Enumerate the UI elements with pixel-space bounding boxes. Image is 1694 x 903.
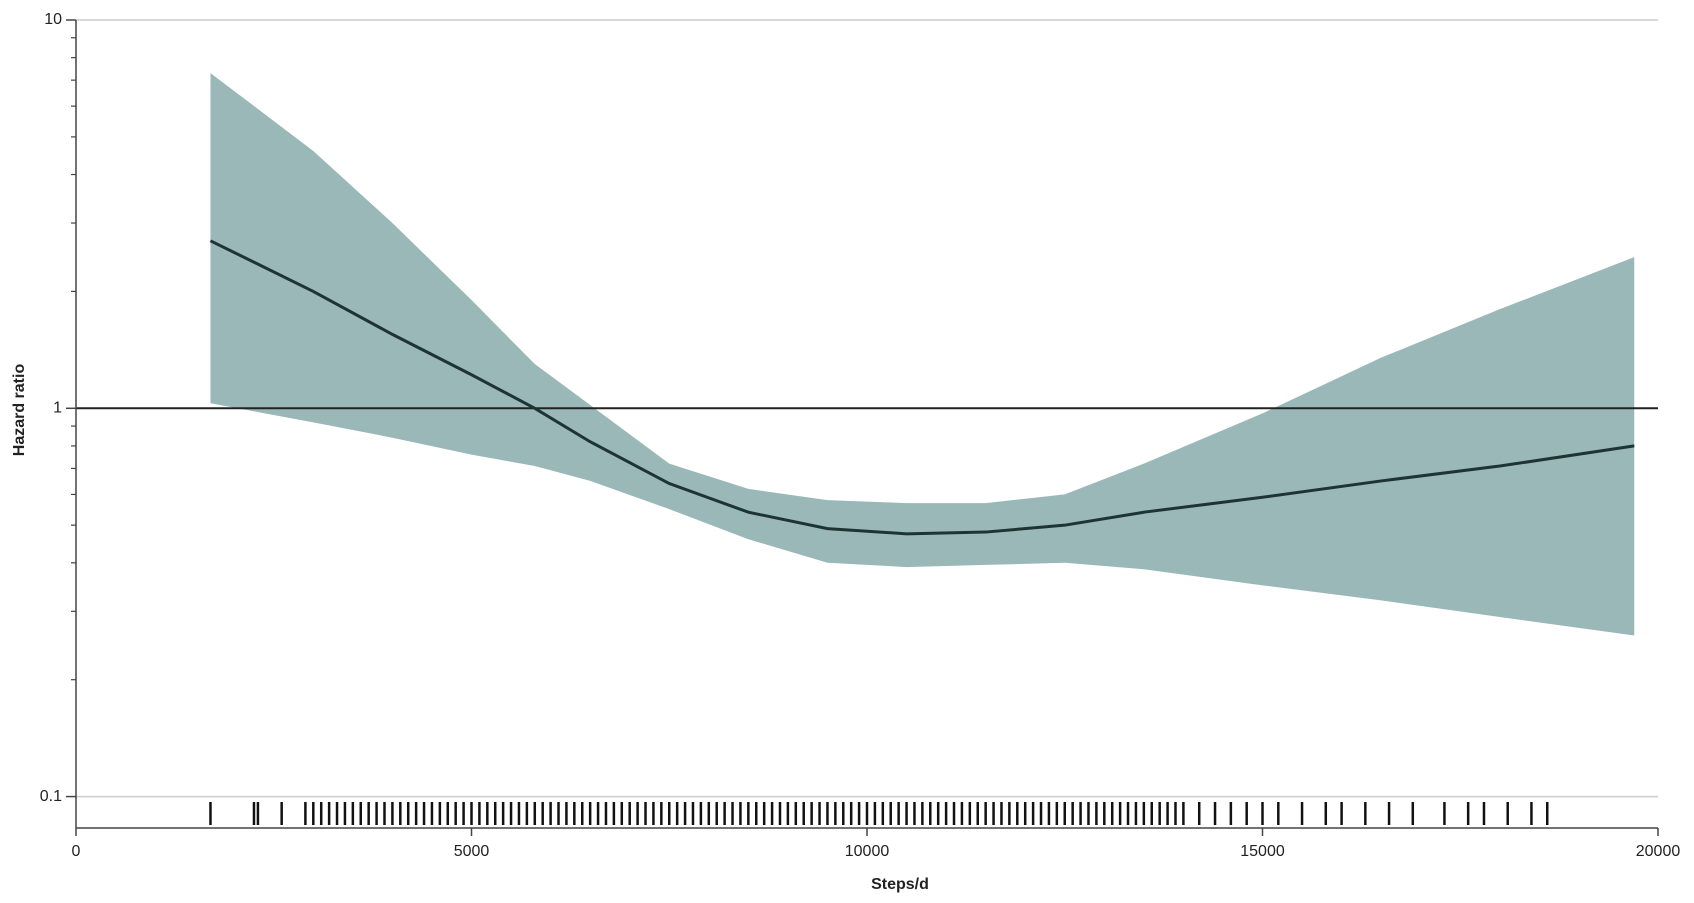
y-tick-label: 0.1	[40, 788, 62, 805]
x-tick-label: 20000	[1636, 843, 1681, 860]
y-tick-label: 1	[53, 400, 62, 417]
y-tick-label: 10	[44, 11, 62, 28]
hazard-line	[209, 239, 1635, 536]
confidence-band	[210, 73, 1635, 636]
x-tick-label: 0	[72, 843, 81, 860]
x-axis-label: Steps/d	[871, 876, 929, 893]
x-tick-label: 5000	[454, 843, 490, 860]
x-tick-label: 10000	[845, 843, 890, 860]
y-axis-label: Hazard ratio	[11, 364, 28, 457]
x-tick-label: 15000	[1240, 843, 1285, 860]
